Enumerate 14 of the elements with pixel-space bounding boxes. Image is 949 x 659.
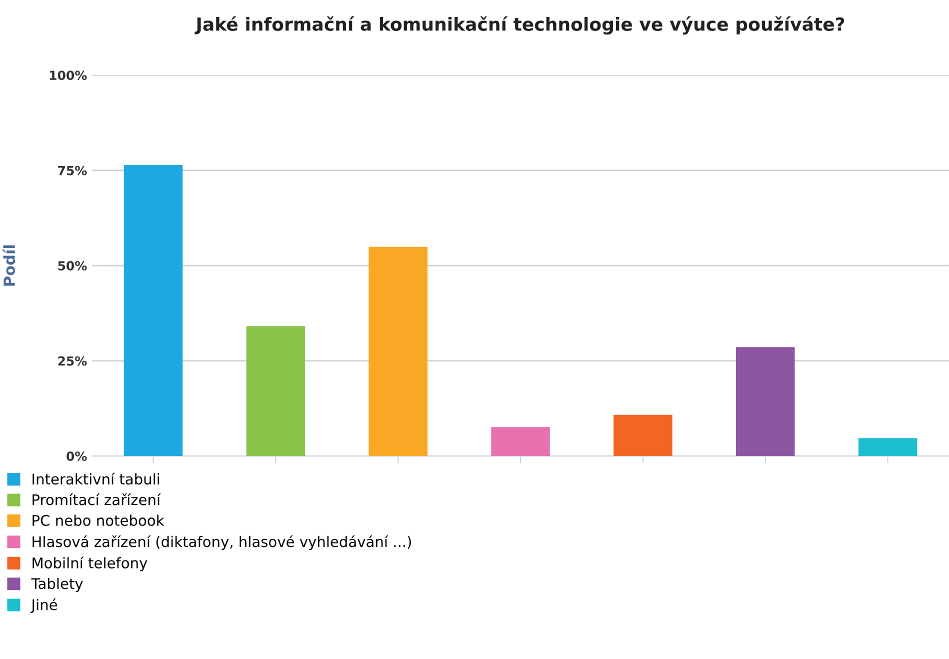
legend-label: Jiné xyxy=(30,598,58,613)
y-tick-label: 0% xyxy=(66,452,87,461)
y-tick-label: 75% xyxy=(58,166,87,176)
y-tick-label: 100% xyxy=(50,70,87,80)
legend-label: Promítací zařízení xyxy=(32,493,161,506)
legend-label: PC nebo notebook xyxy=(32,514,164,526)
legend-label: Mobilní telefony xyxy=(32,556,148,572)
legend-label: Hlasová zařízení (diktafony, hlasové vyhledávání ...) xyxy=(32,535,411,550)
legend-label: Interaktivní tabuli xyxy=(32,472,160,485)
y-tick-label: 50% xyxy=(58,261,87,271)
y-axis-title: Podíl xyxy=(2,245,16,286)
chart-title: Jaké informační a komunikační technologie ve výuce používáte? xyxy=(194,16,844,35)
legend-label: Tablety xyxy=(31,578,83,592)
y-tick-label: 25% xyxy=(58,356,87,366)
